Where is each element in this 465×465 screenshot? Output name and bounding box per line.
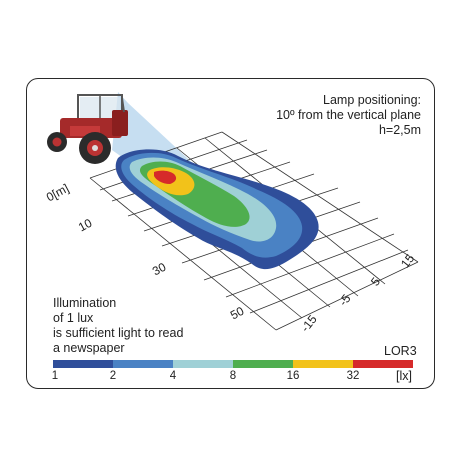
scale-segment-2 [113,360,173,368]
scale-label-1: 1 [51,370,59,382]
scale-label-32: 32 [346,370,360,382]
illumination-note: Illumination of 1 lux is sufficient ligh… [53,296,183,356]
zone-32-lux [154,170,177,184]
vertical-plane-angle: 10º from the vertical plane [276,108,421,122]
scale-segment-32 [353,360,413,368]
mounting-height: h=2,5m [378,123,421,137]
scale-label-16: 16 [286,370,300,382]
scale-segment-1 [53,360,113,368]
model-label: LOR3 [384,344,417,358]
lux-scale-labels: 1 2 4 8 16 32 [51,370,413,386]
note-line-2: of 1 lux [53,311,94,325]
tractor-icon [47,94,128,164]
scale-label-4: 4 [169,370,177,382]
note-line-4: a newspaper [53,341,125,355]
note-line-1: Illumination [53,296,117,310]
scale-segment-4 [173,360,233,368]
scale-label-2: 2 [109,370,117,382]
scale-segment-8 [233,360,293,368]
scale-label-8: 8 [229,370,237,382]
scale-segment-16 [293,360,353,368]
lamp-positioning-title: Lamp positioning: [323,93,421,107]
note-line-3: is sufficient light to read [53,326,184,340]
light-beam [112,92,200,170]
lux-color-scale [53,360,413,368]
lux-unit: [lx] [396,369,412,383]
lamp-positioning-info: Lamp positioning: 10º from the vertical … [276,93,421,138]
